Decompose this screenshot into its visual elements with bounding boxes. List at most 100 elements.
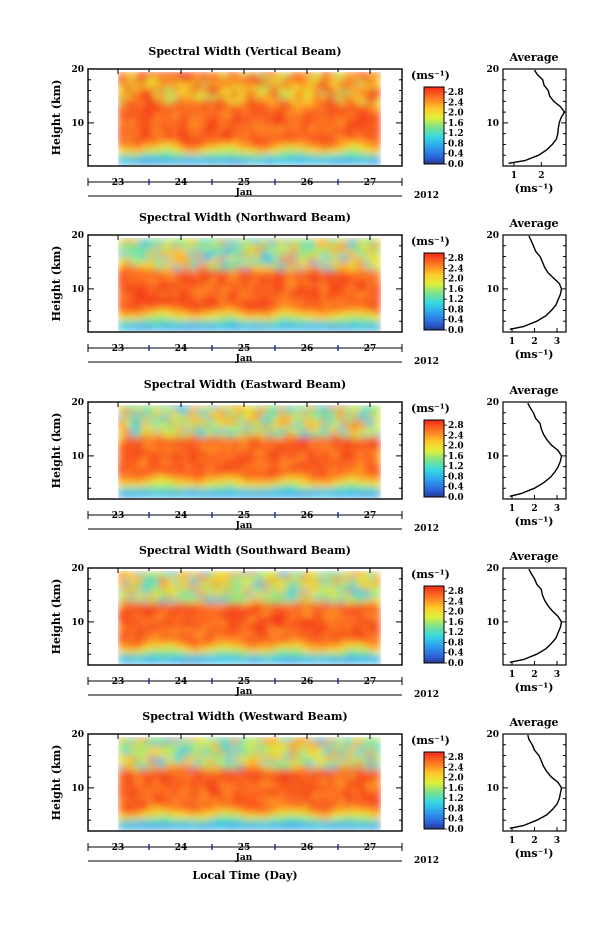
average-x-tick-label: 3: [554, 670, 560, 680]
figure-x-axis-label: Local Time (Day): [192, 869, 297, 882]
panel-title: Spectral Width (Vertical Beam): [148, 45, 341, 58]
y-tick-label: 20: [71, 65, 84, 75]
plot-frame: [87, 68, 403, 167]
average-y-tick-label: 20: [486, 231, 499, 241]
colorbar-tick-label: 1.6: [448, 285, 464, 295]
x-tick-label: 27: [364, 677, 377, 687]
colorbar-tick-label: 2.4: [448, 763, 464, 773]
colorbar: [423, 419, 445, 498]
colorbar-tick-label: 1.2: [448, 794, 464, 804]
year-label: 2012: [414, 191, 439, 201]
month-label: Jan: [235, 521, 253, 531]
average-x-label: (ms⁻¹): [515, 182, 554, 195]
average-x-tick-label: 1: [509, 670, 515, 680]
colorbar-tick-label: 0.4: [448, 483, 464, 493]
colorbar-tick-label: 0.4: [448, 150, 464, 160]
average-title: Average: [508, 716, 558, 729]
colorbar-tick-label: 0.4: [448, 316, 464, 326]
colorbar-label: (ms⁻¹): [411, 402, 450, 415]
y-axis-label: Height (km): [50, 246, 63, 322]
x-tick-label: 27: [364, 344, 377, 354]
colorbar-tick-label: 2.0: [448, 275, 464, 285]
year-label: 2012: [414, 524, 439, 534]
heatmap-field: [118, 238, 381, 331]
colorbar-tick-label: 2.0: [448, 774, 464, 784]
x-tick-label: 24: [175, 344, 188, 354]
colorbar-tick-label: 1.6: [448, 119, 464, 129]
heatmap-field: [118, 571, 381, 664]
average-x-tick-label: 2: [538, 171, 544, 181]
x-tick-label: 25: [238, 511, 251, 521]
panel-2: Spectral Width (Eastward Beam) 10 20 Height…: [50, 378, 567, 534]
month-label: Jan: [235, 853, 253, 863]
y-tick-label: 10: [71, 285, 84, 295]
average-y-tick-label: 10: [486, 119, 499, 129]
average-frame: [502, 567, 567, 666]
y-tick-label: 10: [71, 119, 84, 129]
x-tick-label: 24: [175, 843, 188, 853]
y-axis-ticks: [88, 68, 402, 167]
plot-frame: [87, 567, 403, 666]
average-x-label: (ms⁻¹): [515, 681, 554, 694]
colorbar-tick-label: 2.0: [448, 109, 464, 119]
colorbar-tick-label: 2.4: [448, 431, 464, 441]
colorbar-label: (ms⁻¹): [411, 734, 450, 747]
y-tick-label: 20: [71, 564, 84, 574]
colorbar-tick-label: 2.8: [448, 254, 464, 264]
x-tick-label: 25: [238, 178, 251, 188]
colorbar-tick-label: 0.0: [448, 326, 464, 336]
colorbar-tick-label: 0.0: [448, 825, 464, 835]
y-tick-label: 20: [71, 231, 84, 241]
average-y-tick-label: 20: [486, 564, 499, 574]
colorbar-tick-label: 2.4: [448, 264, 464, 274]
y-tick-label: 10: [71, 452, 84, 462]
colorbar-tick-label: 0.4: [448, 815, 464, 825]
colorbar: [423, 86, 445, 165]
x-tick-label: 27: [364, 843, 377, 853]
average-x-label: (ms⁻¹): [515, 348, 554, 361]
average-x-tick-label: 3: [554, 836, 560, 846]
average-x-label: (ms⁻¹): [515, 847, 554, 860]
colorbar-tick-label: 0.8: [448, 804, 464, 814]
average-x-tick-label: 2: [531, 337, 537, 347]
year-label: 2012: [414, 357, 439, 367]
y-axis-ticks: [88, 733, 402, 832]
colorbar-tick-label: 0.8: [448, 472, 464, 482]
average-title: Average: [508, 384, 558, 397]
average-profile-line: [509, 235, 563, 330]
y-axis-ticks: [88, 567, 402, 666]
y-tick-label: 20: [71, 730, 84, 740]
colorbar-tick-label: 0.0: [448, 659, 464, 669]
colorbar-tick-label: 1.2: [448, 129, 464, 139]
average-title: Average: [508, 550, 558, 563]
y-tick-label: 10: [71, 618, 84, 628]
colorbar-tick-label: 1.2: [448, 462, 464, 472]
average-y-tick-label: 10: [486, 285, 499, 295]
average-x-label: (ms⁻¹): [515, 515, 554, 528]
average-x-tick-label: 1: [511, 171, 517, 181]
average-title: Average: [508, 217, 558, 230]
colorbar-tick-label: 1.2: [448, 295, 464, 305]
x-tick-label: 24: [175, 178, 188, 188]
colorbar: [423, 585, 445, 664]
x-tick-label: 25: [238, 344, 251, 354]
average-x-tick-label: 3: [554, 504, 560, 514]
month-label: Jan: [235, 188, 253, 198]
average-x-tick-label: 2: [531, 670, 537, 680]
x-tick-label: 23: [112, 178, 125, 188]
x-tick-label: 27: [364, 178, 377, 188]
panel-title: Spectral Width (Southward Beam): [139, 544, 351, 557]
heatmap-field: [118, 72, 381, 165]
x-tick-label: 26: [301, 344, 314, 354]
heatmap-field: [118, 405, 381, 498]
colorbar-tick-label: 1.6: [448, 618, 464, 628]
y-axis-label: Height (km): [50, 80, 63, 156]
colorbar-tick-label: 0.4: [448, 649, 464, 659]
month-label: Jan: [235, 687, 253, 697]
plot-frame: [87, 733, 403, 832]
y-axis-label: Height (km): [50, 745, 63, 821]
x-tick-label: 26: [301, 843, 314, 853]
average-x-tick-label: 2: [531, 836, 537, 846]
month-label: Jan: [235, 354, 253, 364]
